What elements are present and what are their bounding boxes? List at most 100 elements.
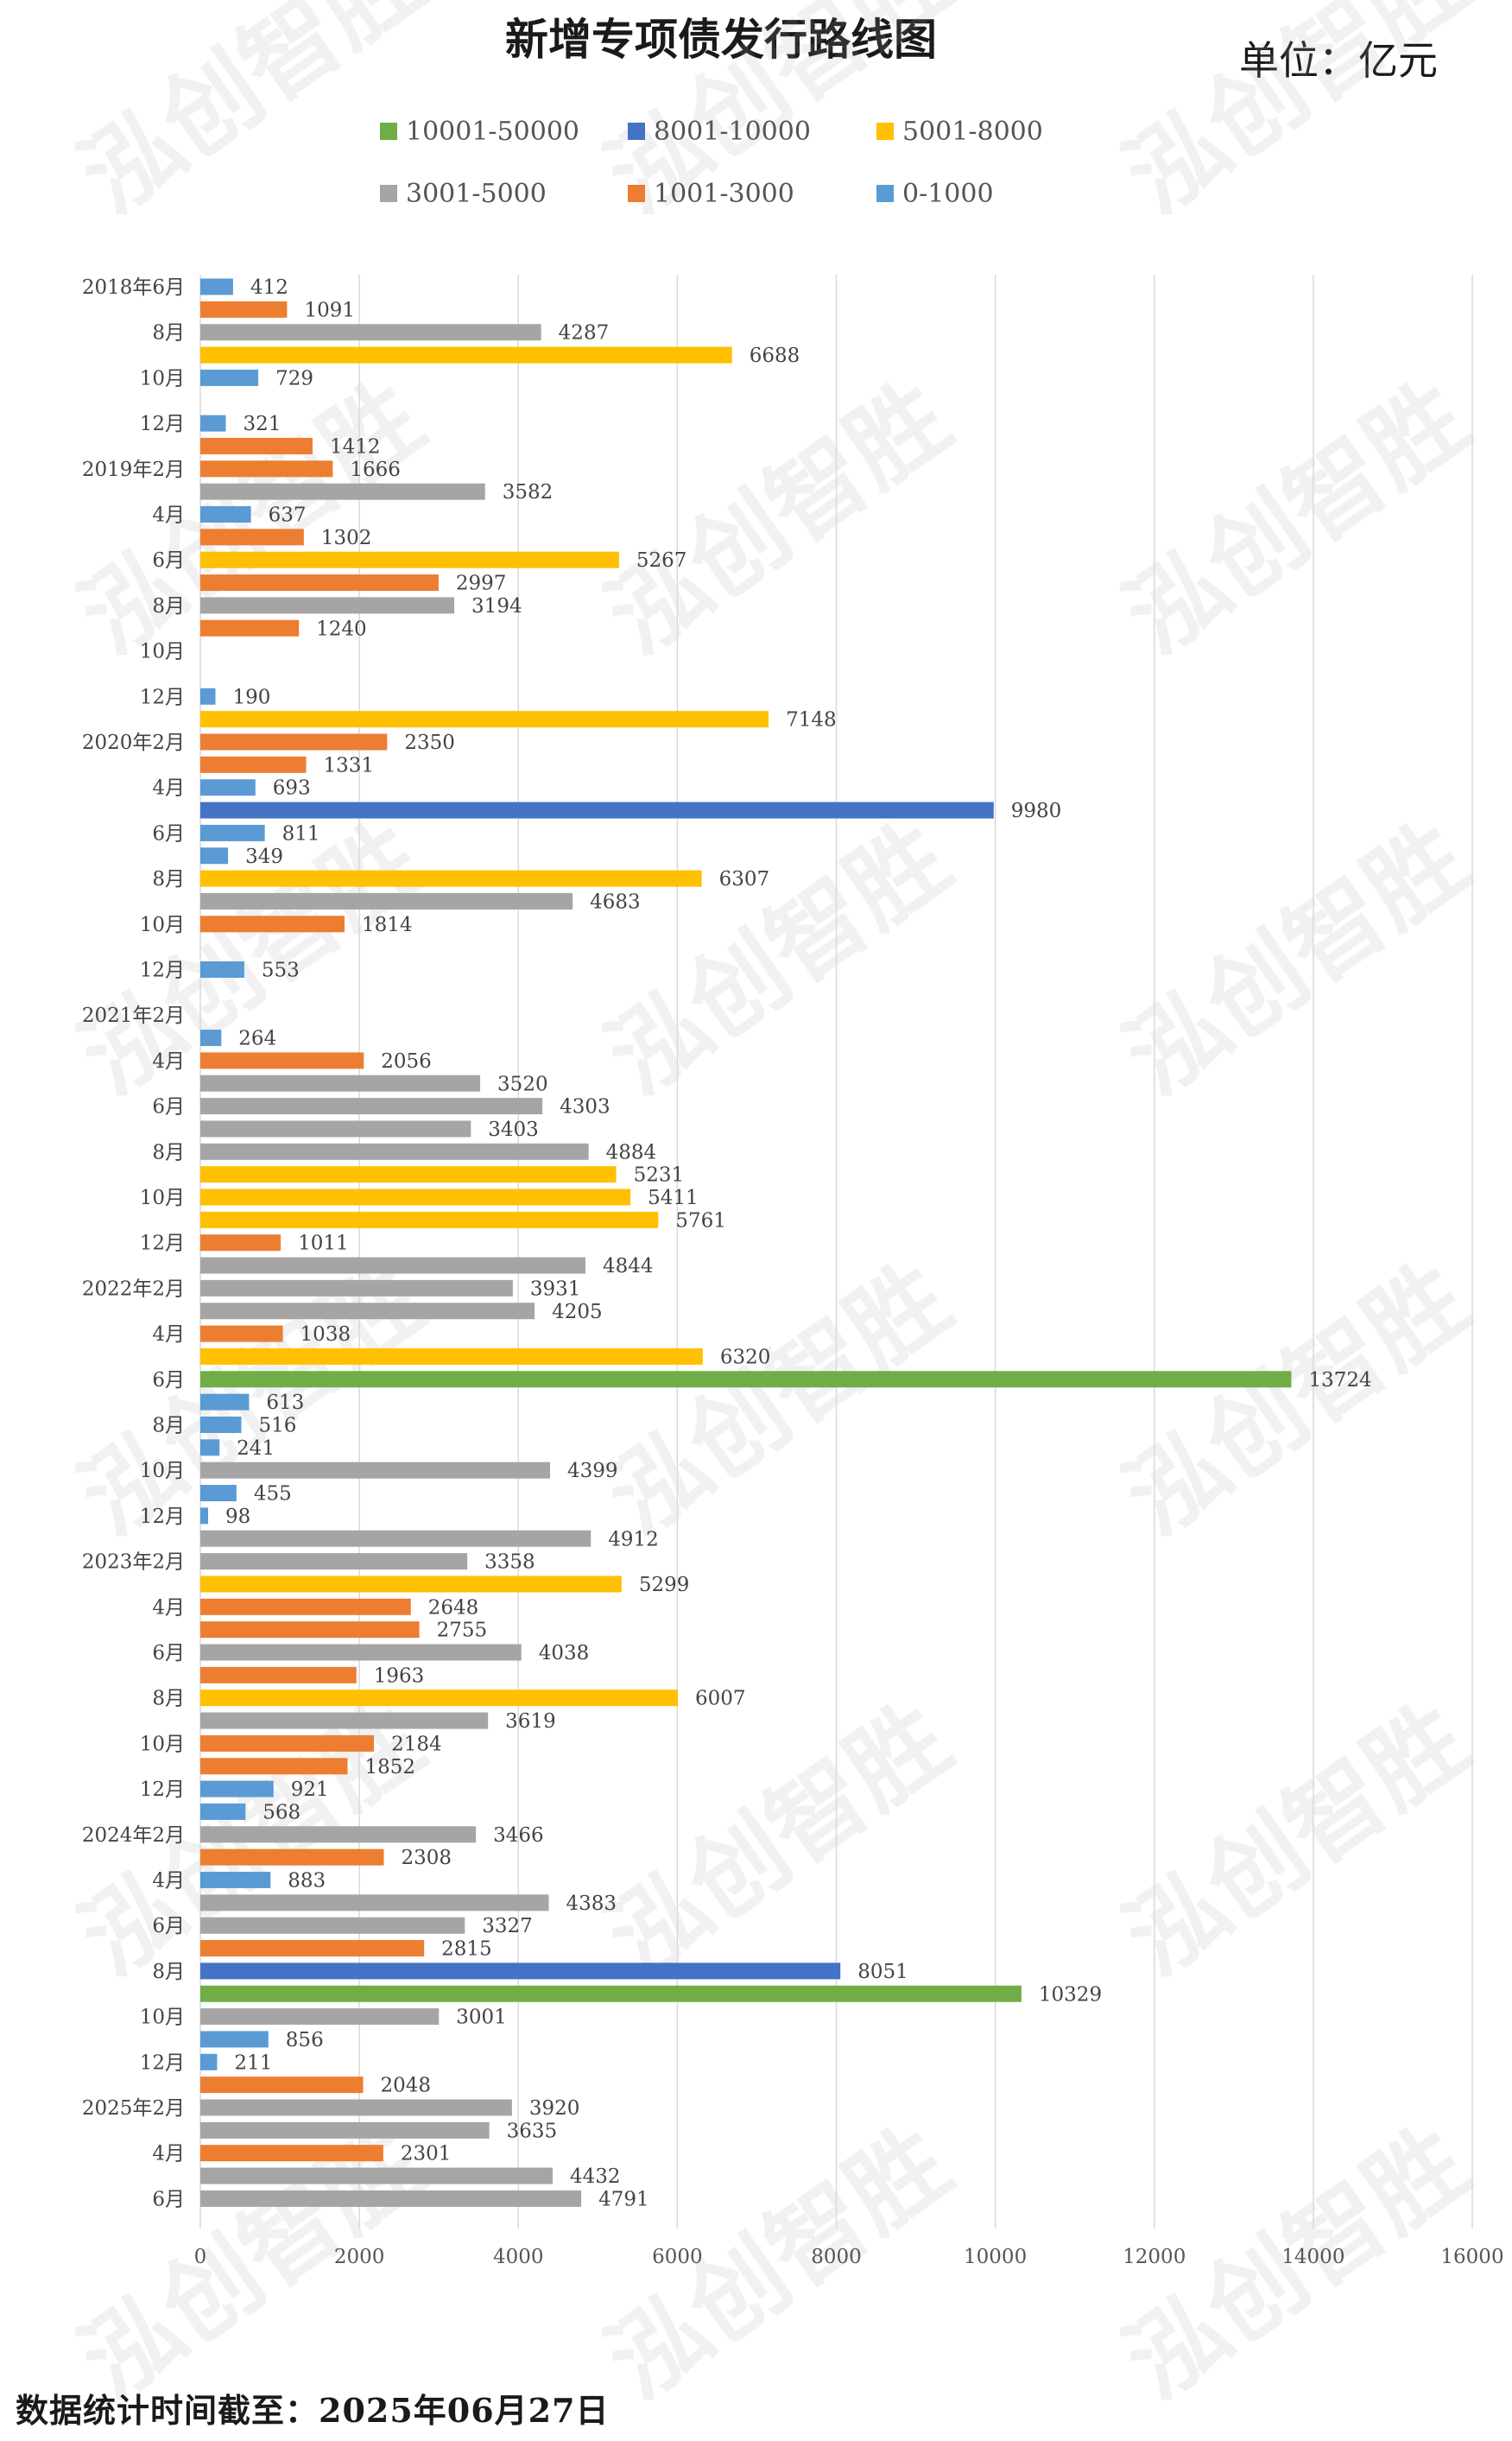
bar (200, 1507, 209, 1525)
data-label: 4432 (570, 2165, 621, 2188)
bar (200, 1872, 271, 1888)
bar (200, 1940, 425, 1957)
data-label: 2350 (404, 732, 455, 754)
data-label: 4383 (566, 1893, 617, 1915)
bar (200, 1666, 357, 1683)
bar (200, 1257, 585, 1274)
watermark-text: 泓创智胜 (1106, 1243, 1488, 1557)
bar (200, 711, 769, 728)
y-tick-label: 6月 (152, 1096, 185, 1119)
data-label: 1412 (330, 435, 381, 458)
data-label: 241 (237, 1437, 275, 1460)
data-label: 264 (238, 1028, 276, 1050)
data-label: 5299 (639, 1574, 690, 1596)
y-tick-label: 4月 (152, 1323, 185, 1346)
watermark-text: 泓创智胜 (588, 362, 970, 675)
legend-swatch (876, 185, 894, 202)
y-tick-label: 4月 (152, 1050, 185, 1073)
bar (200, 278, 233, 295)
bar (200, 824, 265, 841)
bar (200, 1052, 364, 1069)
watermark-text: 泓创智胜 (1106, 362, 1488, 675)
bar (200, 2190, 582, 2207)
bar (200, 961, 244, 978)
data-label: 6688 (750, 345, 800, 367)
data-label: 1666 (350, 459, 401, 481)
data-label: 811 (282, 822, 320, 845)
y-tick-label: 4月 (152, 1870, 185, 1893)
data-label: 9980 (1011, 800, 1062, 822)
bar (200, 483, 485, 500)
data-label: 4205 (552, 1301, 603, 1323)
y-tick-label: 2025年2月 (82, 2097, 185, 2120)
y-tick-label: 12月 (140, 1778, 185, 1801)
data-label: 8051 (857, 1961, 908, 1983)
y-tick-label: 8月 (152, 1688, 185, 1710)
y-tick-label: 8月 (152, 1415, 185, 1437)
data-label: 1302 (321, 527, 372, 549)
watermark-text: 泓创智胜 (1106, 0, 1488, 235)
bar (200, 2053, 218, 2070)
y-tick-label: 2022年2月 (82, 1278, 185, 1300)
y-tick-label: 8月 (152, 868, 185, 891)
data-label: 516 (259, 1415, 297, 1437)
bar (200, 1075, 481, 1092)
data-label: 3619 (505, 1710, 556, 1733)
data-label: 190 (232, 686, 270, 708)
bar (200, 1712, 489, 1729)
y-tick-label: 2024年2月 (82, 1824, 185, 1847)
bar (200, 1303, 535, 1320)
bar (200, 551, 619, 568)
bar (200, 1530, 592, 1547)
data-label: 2755 (437, 1620, 488, 1642)
data-label: 3635 (507, 2120, 558, 2142)
y-tick-label: 4月 (152, 1596, 185, 1619)
bar (200, 2121, 490, 2139)
data-label: 553 (262, 960, 300, 982)
data-label: 3001 (456, 2007, 507, 2029)
bar (200, 1780, 274, 1797)
bar (200, 1826, 477, 1843)
x-tick-label: 14000 (1281, 2246, 1344, 2268)
legend-swatch (628, 123, 645, 140)
y-tick-label: 8月 (152, 322, 185, 345)
x-tick-label: 16000 (1440, 2246, 1503, 2268)
data-label: 1814 (362, 914, 413, 936)
labels: 2018年6月 412 1091 8月 4287 6688 10月 729 12月 321 1412… (82, 276, 1372, 2210)
data-label: 6307 (719, 868, 770, 891)
data-label: 6320 (720, 1346, 771, 1368)
y-tick-label: 2023年2月 (82, 1551, 185, 1574)
x-tick-label: 6000 (652, 2246, 703, 2268)
legend-label: 3001-5000 (406, 179, 547, 209)
y-tick-label: 2018年6月 (82, 276, 185, 299)
bar (200, 847, 229, 865)
bar (200, 324, 541, 341)
y-tick-label: 10月 (140, 914, 185, 936)
data-label: 7148 (786, 709, 837, 732)
data-label: 10329 (1039, 1983, 1102, 2006)
bar (200, 1347, 703, 1365)
data-label: 1038 (301, 1323, 351, 1346)
bars (200, 278, 1292, 2207)
unit-label: 单位：亿元 (1239, 37, 1438, 84)
data-label: 729 (275, 367, 313, 390)
bar (200, 1325, 283, 1342)
x-tick-label: 4000 (493, 2246, 544, 2268)
bar (200, 1393, 250, 1411)
data-label: 693 (273, 777, 311, 800)
data-label: 4912 (608, 1528, 659, 1550)
bar (200, 1734, 375, 1752)
y-tick-label: 6月 (152, 822, 185, 845)
x-tick-label: 10000 (964, 2246, 1027, 2268)
bar (200, 529, 304, 546)
bar (200, 1439, 220, 1456)
bar (200, 1485, 237, 1502)
data-label: 2056 (381, 1050, 432, 1073)
footer-note: 数据统计时间截至：2025年06月27日 (16, 2391, 610, 2430)
bar (200, 1690, 679, 1707)
bar (200, 1461, 550, 1479)
bar (200, 1576, 622, 1593)
bar (200, 574, 439, 592)
y-tick-label: 2019年2月 (82, 459, 185, 481)
data-label: 2308 (401, 1847, 452, 1869)
